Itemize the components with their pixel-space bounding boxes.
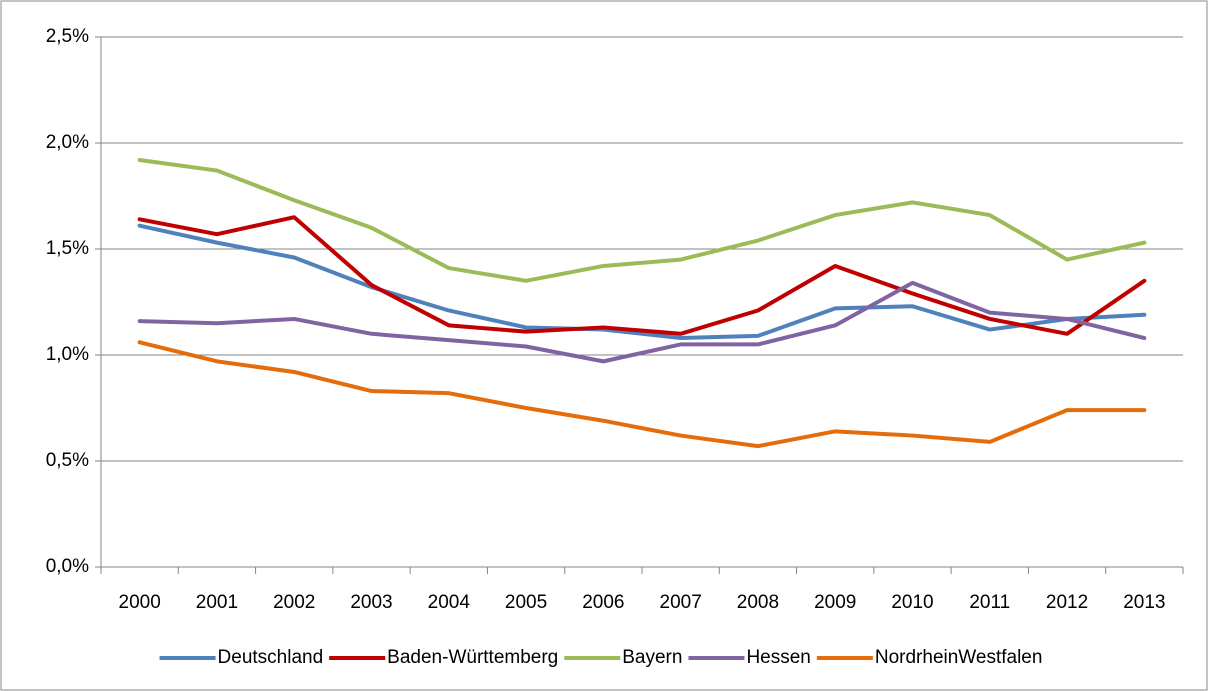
x-tick-label: 2010 (891, 592, 933, 613)
legend-label: Baden-Württemberg (387, 647, 558, 668)
x-tick-label: 2011 (969, 592, 1010, 613)
legend-label: Hessen (746, 647, 810, 668)
y-tick-label: 2,0% (46, 132, 89, 153)
legend: Deutschland Baden-Württemberg Bayern Hessen… (159, 647, 1043, 668)
x-tick-label: 2007 (660, 592, 702, 613)
x-tick-label: 2013 (1123, 592, 1165, 613)
series-line (137, 215, 1147, 336)
y-tick-label: 1,5% (46, 238, 89, 259)
x-tick-label: 2003 (350, 592, 392, 613)
series-line (137, 280, 1147, 364)
y-tick-label: 0,0% (46, 556, 89, 577)
x-tick-label: 2002 (273, 592, 315, 613)
legend-label: Bayern (622, 647, 682, 668)
x-tick-label: 2012 (1046, 592, 1088, 613)
series-line (137, 223, 1147, 341)
x-tick-label: 2004 (428, 592, 471, 613)
x-tick-label: 2005 (505, 592, 547, 613)
series-line (137, 340, 1147, 449)
y-tick-label: 1,0% (46, 344, 89, 365)
y-tick-label: 0,5% (46, 450, 89, 471)
series-line (137, 157, 1147, 283)
x-tick-label: 2006 (582, 592, 624, 613)
legend-label: Deutschland (218, 647, 324, 668)
x-tick-label: 2008 (737, 592, 779, 613)
y-tick-label: 2,5% (46, 26, 89, 47)
x-tick-label: 2000 (119, 592, 161, 613)
legend-label: NordrheinWestfalen (875, 647, 1043, 668)
x-tick-label: 2001 (196, 592, 238, 613)
x-tick-label: 2009 (814, 592, 856, 613)
